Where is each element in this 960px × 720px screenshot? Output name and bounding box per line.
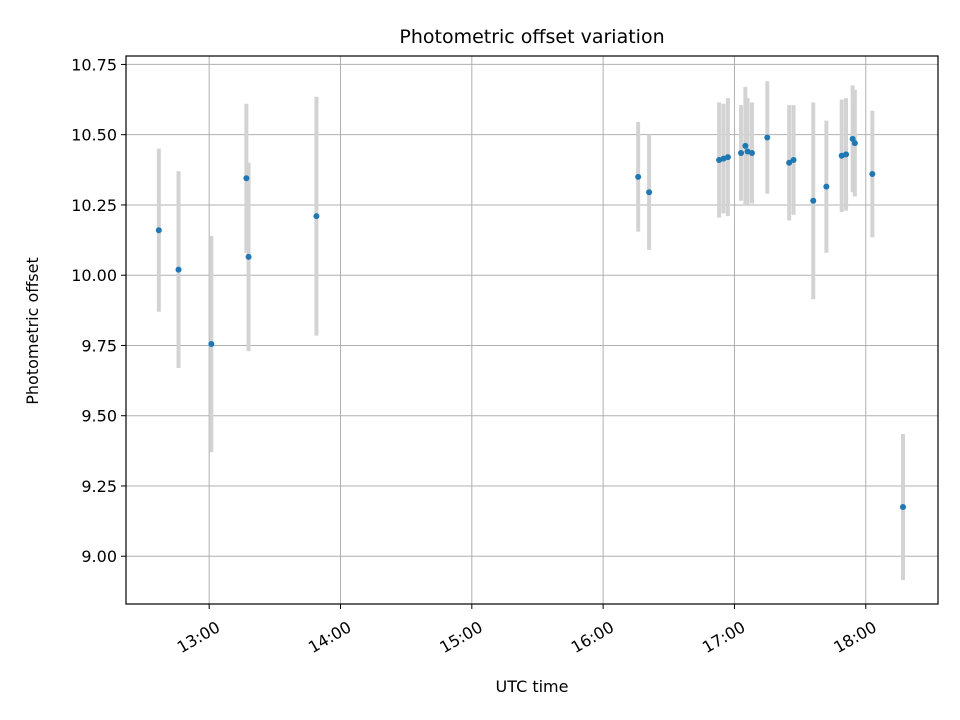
- data-point: [823, 183, 830, 190]
- y-axis-ticks: 9.00 9.25 9.50 9.75 10.00 10.25 10.50 10.75: [71, 55, 126, 566]
- y-tick-label: 9.75: [81, 336, 117, 355]
- plot-frame: [125, 55, 939, 605]
- data-point: [810, 197, 817, 204]
- y-tick-label: 10.00: [71, 266, 117, 285]
- data-points: [155, 134, 906, 511]
- data-point: [738, 149, 745, 156]
- y-axis-label: Photometric offset: [23, 257, 42, 405]
- y-tick-label: 9.00: [81, 547, 117, 566]
- data-point: [790, 156, 797, 163]
- x-axis-label: UTC time: [496, 677, 569, 696]
- y-tick-label: 10.75: [71, 55, 117, 74]
- data-point: [313, 213, 320, 220]
- chart-title: Photometric offset variation: [399, 26, 664, 48]
- y-tick-label: 9.50: [81, 407, 117, 426]
- data-point: [243, 175, 250, 182]
- y-tick-label: 10.25: [71, 196, 117, 215]
- data-point: [724, 154, 731, 161]
- data-point: [208, 341, 215, 348]
- data-point: [635, 173, 642, 180]
- data-point: [175, 266, 182, 273]
- grid: [126, 56, 938, 604]
- data-point: [646, 189, 653, 196]
- data-point: [748, 149, 755, 156]
- data-point: [843, 151, 850, 158]
- data-point: [245, 253, 252, 260]
- data-point: [786, 159, 793, 166]
- data-point: [851, 140, 858, 147]
- data-point: [869, 171, 876, 178]
- y-tick-label: 9.25: [81, 477, 117, 496]
- data-point: [742, 142, 749, 149]
- y-tick-label: 10.50: [71, 126, 117, 145]
- data-point: [155, 227, 162, 234]
- data-point: [764, 134, 771, 141]
- data-point: [899, 504, 906, 511]
